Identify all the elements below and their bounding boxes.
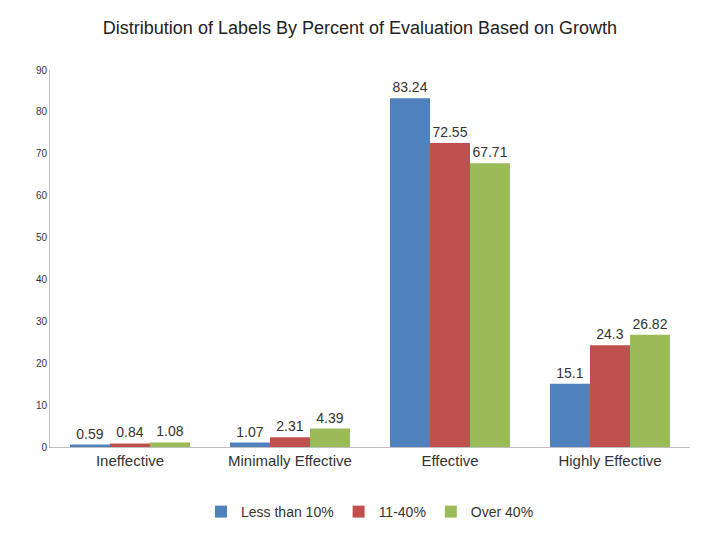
svg-text:1.08: 1.08	[156, 423, 183, 439]
svg-text:Ineffective: Ineffective	[96, 452, 164, 469]
svg-text:30: 30	[36, 316, 48, 327]
svg-text:24.3: 24.3	[596, 326, 623, 342]
svg-text:Less than 10%: Less than 10%	[241, 504, 334, 520]
svg-text:2.31: 2.31	[276, 418, 303, 434]
svg-text:40: 40	[36, 274, 48, 285]
svg-text:80: 80	[36, 106, 48, 117]
svg-text:15.1: 15.1	[556, 365, 583, 381]
svg-text:90: 90	[36, 65, 48, 76]
svg-text:10: 10	[36, 400, 48, 411]
svg-text:26.82: 26.82	[632, 316, 667, 332]
svg-text:Effective: Effective	[421, 452, 478, 469]
svg-text:Over 40%: Over 40%	[471, 504, 533, 520]
svg-text:0.59: 0.59	[76, 426, 103, 442]
svg-text:50: 50	[36, 232, 48, 243]
svg-text:11-40%: 11-40%	[379, 504, 426, 520]
svg-text:1.07: 1.07	[236, 424, 263, 440]
svg-text:Highly Effective: Highly Effective	[558, 452, 661, 469]
svg-text:0.84: 0.84	[116, 424, 143, 440]
svg-text:72.55: 72.55	[432, 124, 467, 140]
svg-text:67.71: 67.71	[472, 144, 507, 160]
svg-text:Distribution of Labels By Perc: Distribution of Labels By Percent of Eva…	[103, 18, 617, 38]
svg-text:4.39: 4.39	[316, 410, 343, 426]
svg-text:Minimally Effective: Minimally Effective	[228, 452, 352, 469]
svg-text:0: 0	[41, 442, 47, 453]
svg-text:60: 60	[36, 190, 48, 201]
svg-text:70: 70	[36, 148, 48, 159]
svg-text:20: 20	[36, 358, 48, 369]
svg-text:83.24: 83.24	[392, 79, 427, 95]
